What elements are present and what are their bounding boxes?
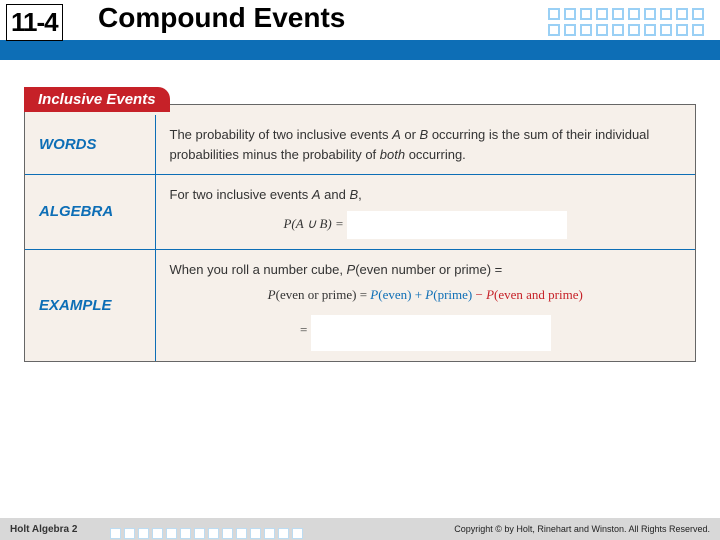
box-tab: Inclusive Events	[24, 87, 170, 112]
content: Inclusive Events WORDS The probability o…	[0, 64, 720, 362]
t: The probability of two inclusive events	[170, 127, 393, 142]
t: (even and prime)	[494, 287, 583, 302]
t: A	[392, 127, 401, 142]
t: and	[321, 187, 350, 202]
t: P	[268, 287, 276, 302]
row-example: EXAMPLE When you roll a number cube, P(e…	[25, 249, 695, 361]
header: 11-4 Compound Events	[0, 0, 720, 64]
footer: Holt Algebra 2 Copyright © by Holt, Rine…	[0, 518, 720, 540]
body-algebra: For two inclusive events A and B, P(A ∪ …	[155, 175, 695, 250]
t: −	[475, 287, 486, 302]
page-title: Compound Events	[98, 2, 345, 34]
blank-box	[347, 211, 567, 239]
t: P	[347, 262, 356, 277]
ex-line3: =	[170, 311, 682, 351]
t: both	[380, 147, 405, 162]
lesson-number: 11-4	[6, 4, 63, 41]
t: (even)	[378, 287, 411, 302]
grid-decor	[548, 8, 708, 38]
ex-line2: P(even or prime) = P(even) + P(prime) − …	[170, 285, 682, 305]
t: +	[415, 287, 426, 302]
t: For two inclusive events	[170, 187, 312, 202]
header-band	[0, 40, 720, 60]
footer-decor	[110, 528, 303, 539]
t: (even number or prime) =	[355, 262, 502, 277]
label-example: EXAMPLE	[25, 249, 155, 361]
t: (prime)	[433, 287, 472, 302]
t: B	[349, 187, 358, 202]
ex-line1: When you roll a number cube, P(even numb…	[170, 260, 682, 280]
info-table: WORDS The probability of two inclusive e…	[25, 115, 695, 361]
row-algebra: ALGEBRA For two inclusive events A and B…	[25, 175, 695, 250]
t: =	[300, 321, 311, 336]
blank-box	[311, 315, 551, 351]
t: When you roll a number cube,	[170, 262, 347, 277]
t: P	[486, 287, 494, 302]
t: ,	[358, 187, 362, 202]
t: B	[420, 127, 429, 142]
label-algebra: ALGEBRA	[25, 175, 155, 250]
label-words: WORDS	[25, 115, 155, 175]
row-words: WORDS The probability of two inclusive e…	[25, 115, 695, 175]
t: or	[401, 127, 420, 142]
t: P(A ∪ B) =	[283, 215, 347, 230]
body-words: The probability of two inclusive events …	[155, 115, 695, 175]
body-example: When you roll a number cube, P(even numb…	[155, 249, 695, 361]
t: occurring.	[405, 147, 466, 162]
book-title: Holt Algebra 2	[10, 524, 77, 535]
t: (even or prime) =	[276, 287, 371, 302]
formula-algebra: P(A ∪ B) =	[170, 211, 682, 239]
info-box: Inclusive Events WORDS The probability o…	[24, 104, 696, 362]
copyright: Copyright © by Holt, Rinehart and Winsto…	[454, 524, 710, 534]
t: A	[312, 187, 321, 202]
